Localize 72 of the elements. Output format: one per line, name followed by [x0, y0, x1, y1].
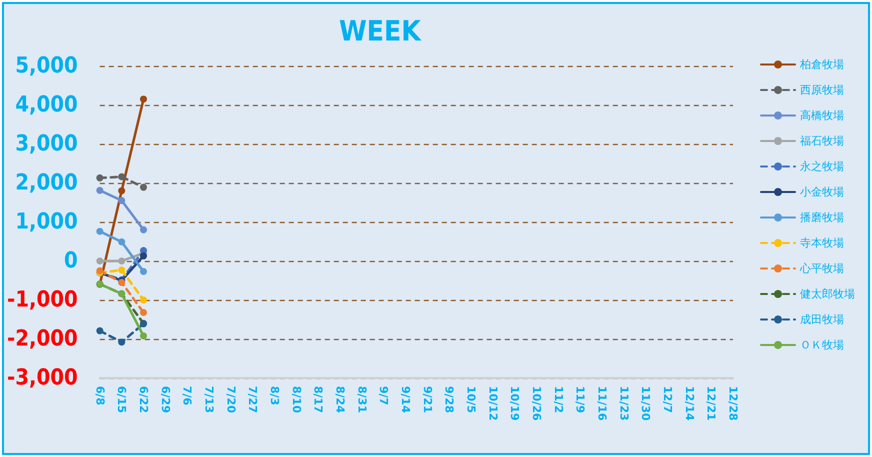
x-tick-label: 11/2: [552, 386, 565, 413]
legend-label: 健太郎牧場: [800, 288, 855, 300]
x-tick-label: 10/12: [486, 386, 500, 421]
x-tick-label: 6/22: [136, 386, 150, 413]
x-tick-label: 11/30: [639, 386, 652, 421]
x-tick-label: 12/7: [661, 386, 674, 413]
point: [140, 252, 147, 260]
x-tick-label: 6/15: [115, 386, 128, 413]
legend-label: 心平牧場: [799, 262, 844, 275]
legend-label: 柏倉牧場: [799, 58, 844, 71]
point: [118, 338, 126, 346]
chart-title: WEEK: [339, 14, 422, 48]
x-tick-label: 9/14: [398, 386, 412, 414]
x-tick-label: 11/23: [617, 386, 630, 421]
x-tick-label: 6/8: [93, 386, 106, 406]
x-tick-label: 12/21: [704, 386, 718, 421]
legend-label: 成田牧場: [800, 313, 844, 326]
y-tick-label: 2,000: [15, 170, 78, 196]
x-tick-label: 12/14: [682, 386, 696, 421]
point: [118, 266, 126, 274]
x-tick-label: 9/7: [377, 386, 390, 406]
legend-label: 高橋牧場: [800, 109, 844, 122]
x-tick-label: 7/13: [202, 386, 216, 413]
point: [140, 308, 147, 316]
x-tick-label: 8/3: [268, 386, 281, 406]
point: [140, 226, 147, 234]
x-tick-label: 9/21: [420, 386, 434, 413]
x-tick-label: 6/29: [158, 386, 172, 413]
legend-label: 西原牧場: [800, 84, 844, 96]
x-tick-label: 8/24: [333, 386, 346, 414]
legend-label: ＯＫ牧場: [800, 338, 844, 352]
point: [118, 197, 126, 204]
legend-label: 播磨牧場: [800, 211, 844, 224]
x-tick-label: 8/17: [312, 386, 325, 413]
y-tick-label: 5,000: [15, 54, 78, 78]
legend-label: 福石牧場: [800, 134, 844, 148]
x-tick-label: 10/26: [530, 386, 543, 421]
point: [140, 184, 147, 191]
y-tick-label: 0: [64, 248, 78, 274]
point: [118, 238, 126, 246]
point: [140, 332, 147, 340]
x-tick-label: 7/20: [224, 386, 238, 414]
y-tick-label: 4,000: [15, 92, 78, 118]
point: [96, 174, 104, 182]
x-tick-label: 8/31: [355, 386, 368, 413]
x-tick-label: 8/10: [290, 386, 303, 414]
x-tick-label: 7/27: [246, 386, 260, 413]
x-tick-label: 10/19: [508, 386, 522, 421]
x-tick-label: 7/6: [180, 386, 194, 406]
legend-label: 小金牧場: [800, 186, 844, 198]
x-tick-label: 11/16: [596, 386, 608, 421]
x-tick-label: 12/28: [726, 386, 740, 421]
x-tick-label: 10/5: [464, 386, 478, 413]
point: [118, 173, 126, 180]
point: [140, 296, 147, 304]
y-tick-label: -1,000: [6, 288, 78, 312]
y-tick-label: 3,000: [15, 132, 78, 156]
point: [118, 258, 126, 264]
point: [140, 96, 147, 103]
x-tick-label: 9/28: [442, 386, 456, 413]
y-tick-label: -2,000: [6, 326, 78, 352]
point: [96, 228, 104, 235]
legend-label: 寺本牧場: [800, 236, 844, 250]
point: [96, 258, 104, 264]
point: [140, 268, 147, 276]
point: [96, 327, 104, 334]
legend-label: 永之牧場: [800, 160, 844, 173]
point: [118, 187, 126, 194]
y-tick-label: -3,000: [6, 366, 78, 390]
point: [96, 186, 104, 194]
x-tick-label: 11/9: [574, 386, 587, 413]
y-tick-label: 1,000: [15, 210, 78, 234]
